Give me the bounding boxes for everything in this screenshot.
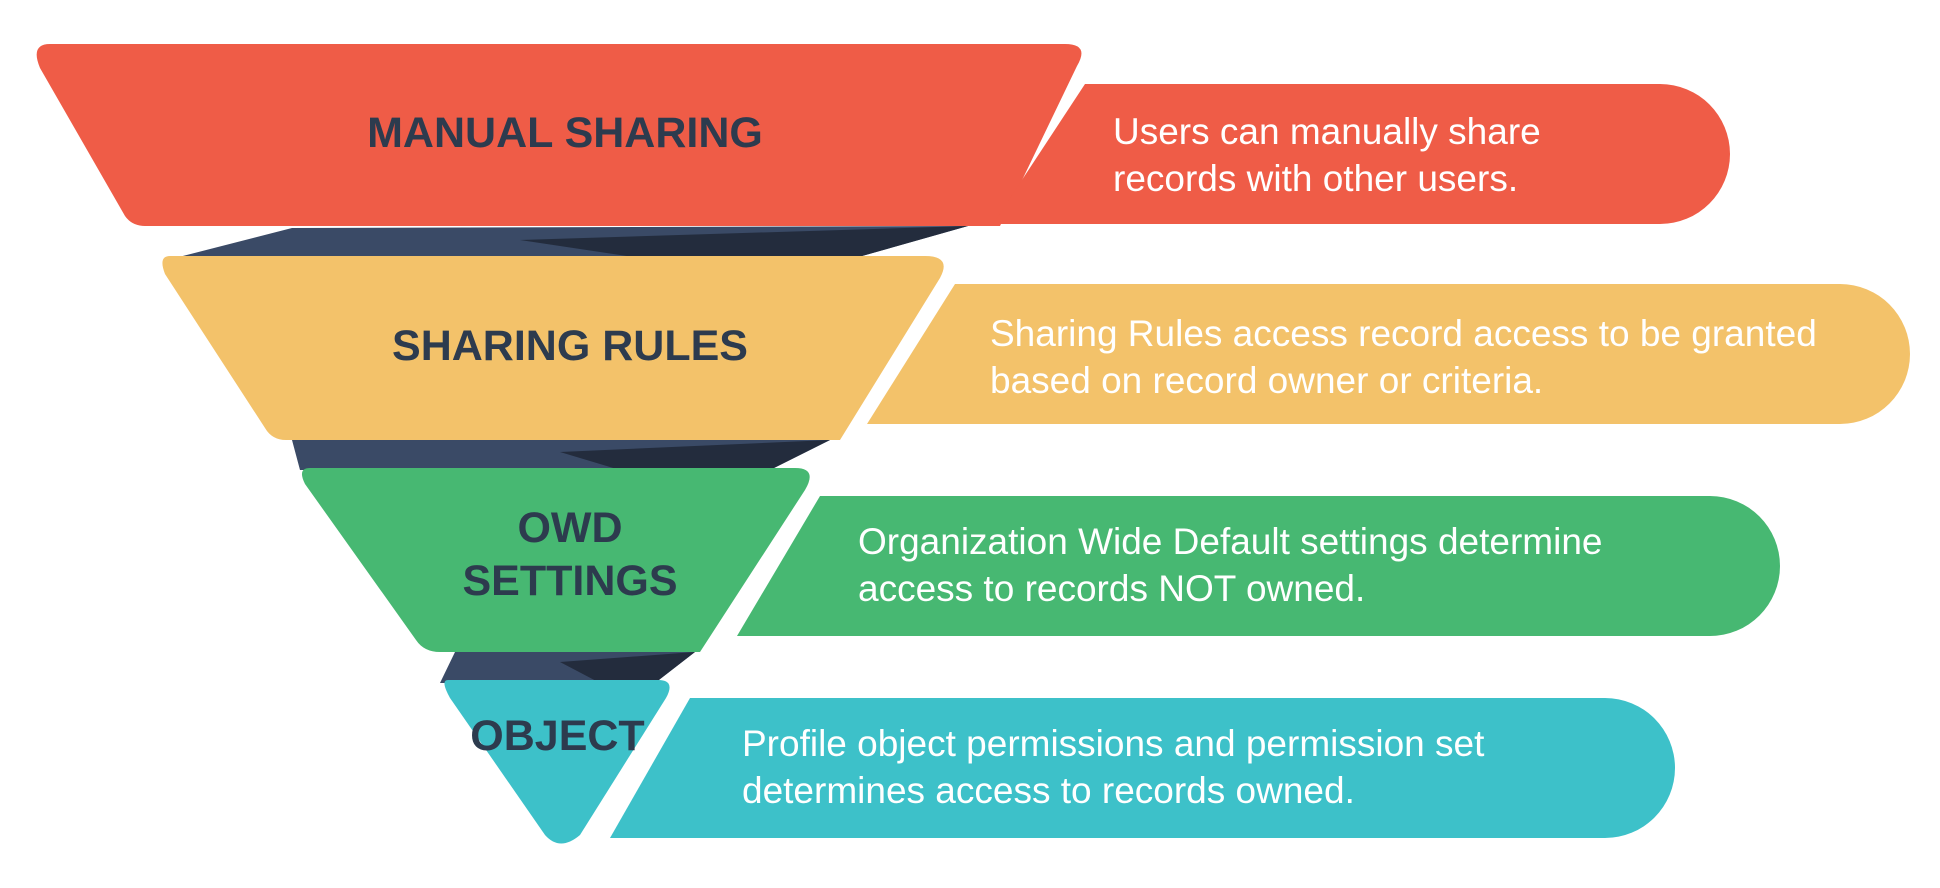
- level-label-sharing-rules: SHARING RULES: [392, 322, 748, 370]
- level-label-owd-settings: OWD SETTINGS: [462, 504, 678, 605]
- level-label-object: OBJECT: [470, 712, 645, 760]
- description-band-manual-sharing: [993, 84, 1730, 224]
- level-description-sharing-rules: Sharing Rules access record access to be…: [990, 313, 1817, 401]
- funnel-segment-sharing-rules: [162, 256, 944, 440]
- funnel-segment-object: [444, 680, 670, 844]
- connector-1-back: [520, 226, 968, 258]
- description-band-owd-settings: [737, 496, 1780, 636]
- connector-3-back: [560, 652, 695, 683]
- description-band-object: [610, 698, 1675, 838]
- level-label-manual-sharing: MANUAL SHARING: [367, 109, 763, 157]
- level-description-owd-settings: Organization Wide Default settings deter…: [858, 521, 1603, 609]
- level-description-object: Profile object permissions and permissio…: [742, 723, 1485, 811]
- funnel-segment-owd-settings: [301, 468, 810, 652]
- level-description-manual-sharing: Users can manually share records with ot…: [1113, 111, 1541, 199]
- funnel-segment-manual-sharing: [36, 44, 1082, 226]
- description-band-sharing-rules: [867, 284, 1910, 424]
- connector-2-back: [560, 440, 830, 470]
